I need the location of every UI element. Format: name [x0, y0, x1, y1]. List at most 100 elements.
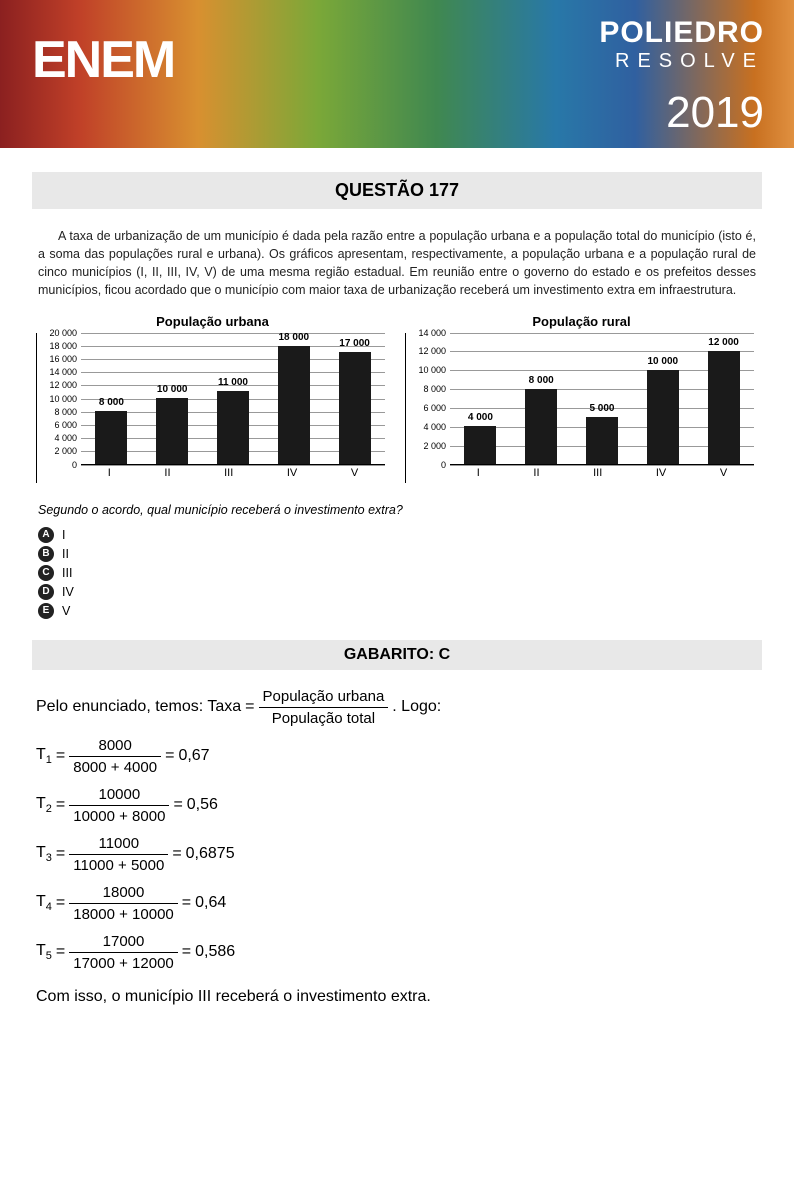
bar: 4 000 — [462, 426, 498, 463]
bar-value-label: 4 000 — [468, 412, 493, 423]
bar-value-label: 17 000 — [339, 338, 370, 349]
alternative-row[interactable]: EV — [38, 603, 756, 619]
answer-title: GABARITO: C — [32, 640, 762, 670]
bar-rect — [647, 370, 679, 464]
alternative-letter: D — [38, 584, 54, 600]
y-axis-label: 18 000 — [37, 341, 77, 351]
content-area: QUESTÃO 177 A taxa de urbanização de um … — [0, 148, 794, 1008]
alternative-letter: E — [38, 603, 54, 619]
intro-frac-num: População urbana — [259, 686, 389, 708]
question-text: A taxa de urbanização de um município é … — [32, 227, 762, 314]
equation-row: T4=1800018000 + 10000=0,64 — [36, 882, 758, 925]
y-axis-label: 10 000 — [37, 394, 77, 404]
x-axis-label: III — [224, 467, 233, 483]
y-axis-label: 14 000 — [37, 367, 77, 377]
y-axis-label: 14 000 — [406, 328, 446, 338]
y-axis-label: 6 000 — [37, 420, 77, 430]
alternatives-list: AIBIICIIIDIVEV — [32, 527, 762, 640]
y-axis-label: 10 000 — [406, 365, 446, 375]
bar-rect — [156, 398, 188, 464]
y-axis-label: 2 000 — [406, 441, 446, 451]
chart-rural: 4 0008 0005 00010 00012 000 IIIIIIIVV 02… — [405, 333, 758, 483]
chart-urbana-title: População urbana — [36, 314, 389, 329]
bar: 8 000 — [523, 389, 559, 464]
y-axis-label: 8 000 — [37, 407, 77, 417]
x-axis-label: IV — [656, 467, 666, 483]
x-axis-label: V — [720, 467, 727, 483]
alternative-row[interactable]: B II — [38, 546, 756, 562]
bar: 11 000 — [215, 391, 251, 463]
y-axis-label: 2 000 — [37, 446, 77, 456]
bar-rect — [525, 389, 557, 464]
y-axis-label: 16 000 — [37, 354, 77, 364]
poliedro-sub: RESOLVE — [599, 50, 764, 73]
intro-fraction: População urbana População total — [259, 686, 389, 729]
bar-rect — [278, 346, 310, 464]
bar-value-label: 18 000 — [278, 332, 309, 343]
bar: 8 000 — [93, 411, 129, 463]
bar: 10 000 — [645, 370, 681, 464]
year: 2019 — [666, 88, 764, 138]
chart-urbana: 8 00010 00011 00018 00017 000 IIIIIIIVV … — [36, 333, 389, 483]
y-axis-label: 6 000 — [406, 403, 446, 413]
y-axis-label: 8 000 — [406, 384, 446, 394]
bar: 18 000 — [276, 346, 312, 464]
bar-rect — [708, 351, 740, 463]
bar-value-label: 10 000 — [157, 384, 188, 395]
intro-b: . Logo: — [392, 696, 441, 718]
y-axis-label: 20 000 — [37, 328, 77, 338]
equation-row: T3=1100011000 + 5000=0,6875 — [36, 833, 758, 876]
y-axis-label: 4 000 — [406, 422, 446, 432]
enem-logo: ENEM — [32, 30, 174, 90]
y-axis-label: 0 — [406, 460, 446, 470]
x-axis-label: IV — [287, 467, 297, 483]
bar: 10 000 — [154, 398, 190, 464]
intro-formula: Pelo enunciado, temos: Taxa = População … — [36, 686, 758, 729]
bar: 17 000 — [337, 352, 373, 463]
x-axis-label: II — [533, 467, 539, 483]
solution: Pelo enunciado, temos: Taxa = População … — [32, 686, 762, 1008]
alternative-text: V — [62, 604, 70, 618]
chart-rural-box: População rural 4 000 8 000 5 000 10 000 12 … — [405, 314, 758, 483]
alternative-row[interactable]: C III — [38, 565, 756, 581]
alternative-text: III — [62, 566, 72, 580]
poliedro-logo: POLIEDRO RESOLVE — [599, 16, 764, 73]
alternative-text: I — [62, 528, 65, 542]
x-axis-label: V — [351, 467, 358, 483]
y-axis-label: 12 000 — [406, 346, 446, 356]
bar-rect — [464, 426, 496, 463]
alternative-letter: B — [38, 546, 54, 562]
y-axis-label: 0 — [37, 460, 77, 470]
bar-rect — [95, 411, 127, 463]
alternative-text: II — [62, 547, 69, 561]
bar-value-label: 10 000 — [647, 356, 678, 367]
bar-value-label: 5 000 — [589, 403, 614, 414]
intro-frac-den: População total — [259, 708, 389, 729]
equations-list: T1=80008000 + 4000=0,67 T2=1000010000 + 8… — [36, 735, 758, 974]
alternative-row[interactable]: AI — [38, 527, 756, 543]
alternative-letter: C — [38, 565, 54, 581]
charts-row: População urbana 8 000 10 000 11 000 18 000… — [32, 314, 762, 495]
equation-row: T2=1000010000 + 8000=0,56 — [36, 784, 758, 827]
x-axis-label: II — [164, 467, 170, 483]
chart-rural-title: População rural — [405, 314, 758, 329]
bar-value-label: 8 000 — [99, 397, 124, 408]
y-axis-label: 12 000 — [37, 380, 77, 390]
bar-value-label: 12 000 — [708, 337, 739, 348]
bar-rect — [586, 417, 618, 464]
y-axis-label: 4 000 — [37, 433, 77, 443]
poliedro-main: POLIEDRO — [599, 16, 764, 50]
bar-rect — [339, 352, 371, 463]
bar-rect — [217, 391, 249, 463]
chart-urbana-box: População urbana 8 000 10 000 11 000 18 000… — [36, 314, 389, 483]
alternative-row[interactable]: DIV — [38, 584, 756, 600]
final-answer: Com isso, o município III receberá o inv… — [36, 986, 758, 1008]
bar: 12 000 — [706, 351, 742, 463]
header-banner: ENEM POLIEDRO RESOLVE 2019 — [0, 0, 794, 148]
bar-value-label: 11 000 — [218, 377, 248, 388]
x-axis-label: I — [108, 467, 111, 483]
equation-row: T5=1700017000 + 12000=0,586 — [36, 931, 758, 974]
bar-value-label: 8 000 — [529, 375, 554, 386]
equation-row: T1=80008000 + 4000=0,67 — [36, 735, 758, 778]
question-title: QUESTÃO 177 — [32, 172, 762, 209]
